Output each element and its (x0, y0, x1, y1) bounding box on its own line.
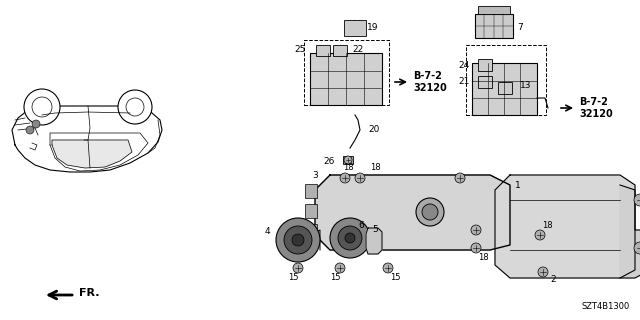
Circle shape (471, 243, 481, 253)
Bar (466, 45, 546, 115)
Polygon shape (12, 106, 162, 172)
Bar (344, 20, 366, 36)
Text: 24: 24 (459, 60, 470, 69)
Circle shape (284, 226, 312, 254)
Polygon shape (620, 185, 640, 278)
Circle shape (338, 226, 362, 250)
Text: 20: 20 (368, 125, 380, 134)
Bar (310, 53, 382, 105)
Circle shape (32, 97, 52, 117)
Circle shape (355, 173, 365, 183)
Text: FR.: FR. (79, 288, 99, 298)
Circle shape (24, 89, 60, 125)
Text: 6: 6 (358, 221, 364, 230)
Circle shape (118, 90, 152, 124)
Circle shape (26, 126, 34, 134)
Text: SZT4B1300: SZT4B1300 (582, 302, 630, 311)
Circle shape (293, 263, 303, 273)
Text: 18: 18 (478, 253, 488, 262)
Bar (343, 156, 353, 164)
Text: 3: 3 (312, 171, 318, 180)
Polygon shape (495, 175, 635, 278)
Circle shape (455, 173, 465, 183)
Circle shape (383, 263, 393, 273)
Bar (478, 6, 510, 14)
Polygon shape (315, 175, 510, 250)
Circle shape (330, 218, 370, 258)
Text: 1: 1 (515, 180, 521, 189)
Circle shape (340, 173, 350, 183)
Bar (498, 82, 512, 94)
Bar (305, 204, 317, 218)
Bar (472, 63, 537, 115)
Circle shape (422, 204, 438, 220)
Circle shape (634, 242, 640, 254)
Text: 21: 21 (459, 77, 470, 86)
Circle shape (345, 233, 355, 243)
Text: 4: 4 (264, 228, 270, 236)
Text: 18: 18 (343, 164, 354, 172)
Circle shape (471, 225, 481, 235)
Bar (475, 14, 513, 38)
Text: 19: 19 (367, 23, 378, 33)
Text: 15: 15 (390, 273, 401, 282)
Bar (316, 44, 330, 55)
Text: 15: 15 (288, 273, 298, 282)
Text: 26: 26 (324, 157, 335, 166)
Circle shape (416, 198, 444, 226)
Text: 7: 7 (517, 23, 523, 33)
Text: 18: 18 (542, 220, 552, 229)
Bar (333, 44, 347, 55)
Text: 22: 22 (352, 45, 364, 54)
Bar (305, 184, 317, 198)
Bar (478, 76, 492, 88)
Circle shape (335, 263, 345, 273)
Circle shape (538, 267, 548, 277)
Text: 13: 13 (520, 82, 531, 91)
Text: 25: 25 (294, 45, 306, 54)
Text: 5: 5 (372, 226, 378, 235)
Circle shape (344, 156, 352, 164)
Bar (304, 40, 389, 105)
Circle shape (276, 218, 320, 262)
Text: B-7-2
32120: B-7-2 32120 (413, 71, 447, 93)
Bar (478, 59, 492, 71)
Circle shape (292, 234, 304, 246)
Circle shape (32, 120, 40, 128)
Circle shape (126, 98, 144, 116)
Text: 2: 2 (550, 276, 556, 284)
Bar (305, 224, 317, 238)
Text: 18: 18 (370, 164, 381, 172)
Text: 15: 15 (330, 273, 340, 282)
Circle shape (535, 230, 545, 240)
Circle shape (634, 194, 640, 206)
Text: B-7-2
32120: B-7-2 32120 (579, 97, 612, 119)
Polygon shape (52, 140, 132, 168)
Polygon shape (366, 228, 382, 254)
